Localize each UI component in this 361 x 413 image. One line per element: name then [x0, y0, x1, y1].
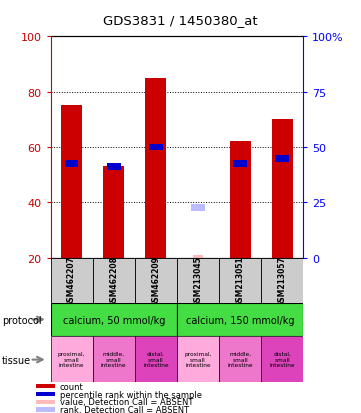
- Text: rank, Detection Call = ABSENT: rank, Detection Call = ABSENT: [60, 405, 189, 413]
- FancyBboxPatch shape: [51, 337, 93, 382]
- Bar: [233, 161, 247, 168]
- Bar: [103, 167, 124, 258]
- Text: distal,
small
intestine: distal, small intestine: [269, 351, 295, 368]
- Bar: [36, 392, 55, 396]
- Text: percentile rank within the sample: percentile rank within the sample: [60, 390, 202, 399]
- Text: GSM462208: GSM462208: [109, 255, 118, 306]
- Text: GSM462207: GSM462207: [67, 255, 76, 306]
- Text: GSM213045: GSM213045: [193, 256, 203, 306]
- FancyBboxPatch shape: [51, 304, 177, 337]
- FancyBboxPatch shape: [219, 258, 261, 304]
- Bar: [36, 384, 55, 389]
- Bar: [275, 155, 289, 162]
- FancyBboxPatch shape: [177, 258, 219, 304]
- Bar: [36, 400, 55, 404]
- Text: calcium, 50 mmol/kg: calcium, 50 mmol/kg: [62, 315, 165, 325]
- Bar: [145, 78, 166, 258]
- Text: proximal,
small
intestine: proximal, small intestine: [58, 351, 85, 368]
- FancyBboxPatch shape: [261, 258, 303, 304]
- Text: middle,
small
intestine: middle, small intestine: [227, 351, 253, 368]
- FancyBboxPatch shape: [177, 337, 219, 382]
- Text: count: count: [60, 382, 84, 391]
- Bar: [193, 255, 203, 258]
- Bar: [107, 164, 121, 171]
- FancyBboxPatch shape: [51, 258, 93, 304]
- FancyBboxPatch shape: [93, 258, 135, 304]
- Text: tissue: tissue: [2, 355, 31, 365]
- Text: middle,
small
intestine: middle, small intestine: [101, 351, 126, 368]
- FancyBboxPatch shape: [261, 337, 303, 382]
- Text: GDS3831 / 1450380_at: GDS3831 / 1450380_at: [103, 14, 258, 27]
- FancyBboxPatch shape: [93, 337, 135, 382]
- Text: GSM462209: GSM462209: [151, 256, 160, 306]
- Bar: [36, 408, 55, 412]
- Text: distal,
small
intestine: distal, small intestine: [143, 351, 169, 368]
- Bar: [191, 205, 205, 212]
- Bar: [61, 106, 82, 258]
- Text: calcium, 150 mmol/kg: calcium, 150 mmol/kg: [186, 315, 294, 325]
- FancyBboxPatch shape: [219, 337, 261, 382]
- Text: proximal,
small
intestine: proximal, small intestine: [184, 351, 212, 368]
- Text: value, Detection Call = ABSENT: value, Detection Call = ABSENT: [60, 398, 193, 406]
- FancyBboxPatch shape: [135, 337, 177, 382]
- Bar: [149, 144, 163, 151]
- Text: GSM213057: GSM213057: [278, 256, 287, 306]
- Text: protocol: protocol: [2, 315, 42, 325]
- Bar: [65, 161, 78, 168]
- Bar: [230, 142, 251, 258]
- FancyBboxPatch shape: [135, 258, 177, 304]
- FancyBboxPatch shape: [177, 304, 303, 337]
- Bar: [271, 120, 293, 258]
- Text: GSM213051: GSM213051: [236, 256, 244, 306]
